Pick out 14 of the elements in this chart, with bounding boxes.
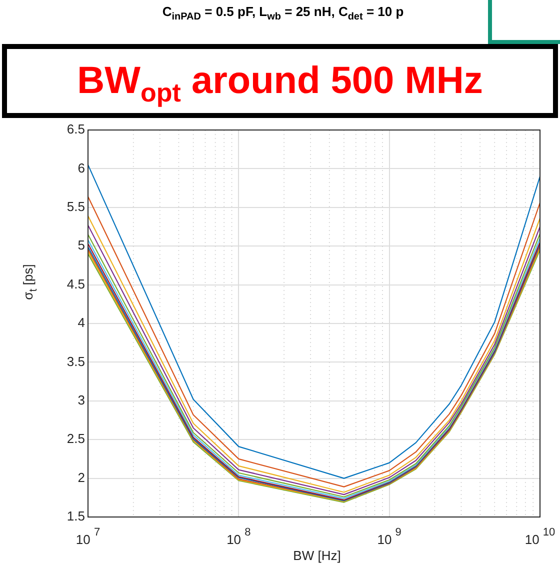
x-axis-title: BW [Hz] [292,548,342,563]
y-tick-label: 4.5 [66,276,85,292]
y-tick-label: 3.5 [66,354,85,369]
y-tick-label: 2.5 [66,431,85,446]
text: BW$_{opt}$ around 500 MHz [76,59,484,110]
chart-title: C$_{inPAD}$ = 0.5 pF, L$_{wb}$ = 25 nH, C$_{det}$ = 10 p [161,4,405,23]
y-tick-label: 5 [78,238,85,253]
y-tick-label: 4 [78,315,85,330]
y-tick-label: 5.5 [66,198,85,214]
y-tick-label: 1.5 [66,508,85,524]
y-tick-label: 3 [78,392,85,408]
y-tick-label: 6 [78,160,85,176]
y-tick-label: 2 [78,470,85,485]
y-tick-label: 6.5 [66,122,85,137]
